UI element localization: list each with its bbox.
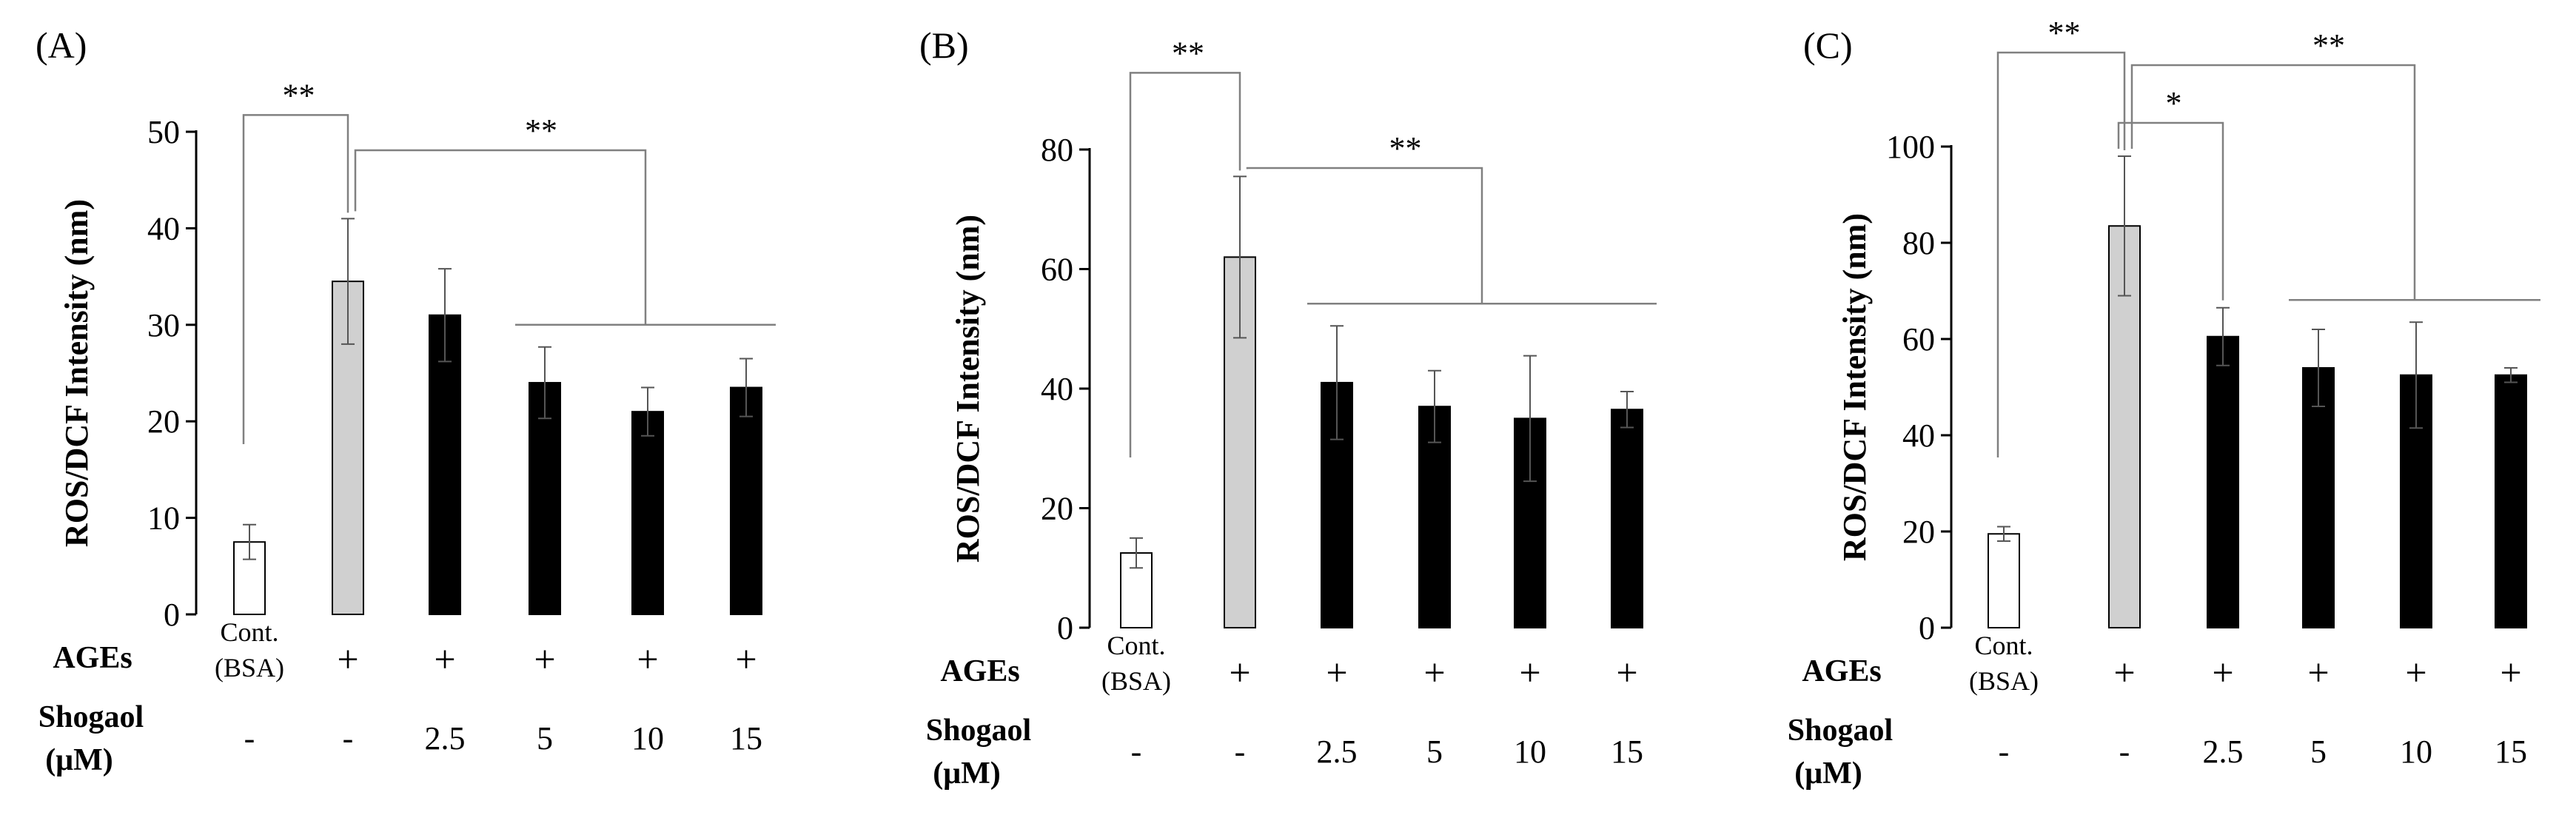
significance-bracket (1246, 167, 1483, 304)
bar-shogaol (2302, 367, 2335, 628)
y-tick-label: 20 (147, 403, 180, 440)
y-tick-label: 30 (147, 307, 180, 343)
significance-label: ** (1172, 35, 1204, 71)
y-tick-label: 20 (1041, 491, 1073, 527)
ages-plus-mark: + (2212, 652, 2233, 694)
ages-plus-mark: + (1519, 652, 1540, 694)
ages-row-label: AGEs (940, 654, 1019, 688)
y-tick-label: 0 (1057, 610, 1073, 646)
y-tick-label: 50 (147, 114, 180, 150)
ages-row-label: AGEs (53, 641, 132, 675)
significance-label: * (2166, 85, 2182, 121)
shogaol-row-label: Shogaol (1788, 714, 1893, 748)
panel-label: (B) (919, 24, 969, 66)
shogaol-concentration: - (1131, 734, 1142, 770)
y-tick-label: 0 (1919, 610, 1935, 646)
shogaol-concentration: 10 (1514, 734, 1546, 770)
shogaol-concentration: 5 (2310, 734, 2327, 770)
ages-row-label: AGEs (1802, 654, 1881, 688)
shogaol-concentration: - (2119, 734, 2130, 770)
significance-bracket (1129, 72, 1241, 457)
shogaol-concentration: 10 (631, 720, 664, 756)
y-tick-label: 0 (164, 597, 180, 633)
ages-plus-mark: + (434, 639, 455, 681)
ages-plus-mark: + (2500, 652, 2521, 694)
ages-plus-mark: + (1423, 652, 1445, 694)
bar-shogaol (429, 314, 461, 615)
y-axis-title: ROS/DCF Intensity (nm) (1837, 213, 1873, 561)
shogaol-concentration: 5 (1426, 734, 1443, 770)
shogaol-concentration: 2.5 (1317, 734, 1358, 770)
bar-shogaol (1611, 409, 1643, 628)
y-tick-label: 40 (1902, 417, 1935, 454)
significance-label: ** (2048, 15, 2081, 51)
bar-shogaol (1418, 406, 1451, 628)
significance-label: ** (283, 77, 315, 113)
shogaol-concentration: - (343, 720, 354, 756)
ages-plus-mark: + (1229, 652, 1250, 694)
significance-bracket (1996, 51, 2126, 457)
panel-a: (A) ROS/DCF Intensity (nm) 0 10 20 30 40 50 ** **… (36, 24, 776, 777)
significance-bracket (2117, 121, 2224, 301)
y-tick-label: 60 (1902, 321, 1935, 358)
bar-shogaol (631, 411, 664, 615)
shogaol-concentration: 5 (537, 720, 553, 756)
shogaol-concentration: 15 (730, 720, 762, 756)
significance-label: ** (2312, 27, 2345, 64)
cont-label-sub: (BSA) (215, 653, 284, 682)
shogaol-concentration: 10 (2400, 734, 2432, 770)
shogaol-concentration: - (1235, 734, 1246, 770)
y-tick-label: 10 (147, 500, 180, 537)
y-tick-label: 40 (1041, 371, 1073, 407)
shogaol-unit-label: (μM) (1794, 756, 1862, 791)
cont-label: Cont. (1107, 631, 1165, 660)
panel-b: (B) ROS/DCF Intensity (nm) 0 20 40 60 80 ** ** Co… (919, 24, 1657, 791)
significance-bracket (2130, 64, 2416, 301)
ages-plus-mark: + (1326, 652, 1347, 694)
significance-label: ** (1389, 130, 1422, 167)
ages-plus-mark: + (637, 639, 658, 681)
significance-bracket (354, 149, 647, 325)
bar-shogaol (2495, 374, 2527, 628)
shogaol-concentration: 15 (2495, 734, 2527, 770)
ages-plus-mark: + (2405, 652, 2426, 694)
ages-plus-mark: + (534, 639, 555, 681)
ages-plus-mark: + (337, 639, 358, 681)
bar-shogaol (2207, 335, 2239, 628)
panel-label: (C) (1803, 24, 1853, 66)
cont-label: Cont. (1974, 631, 2033, 660)
ages-plus-mark: + (1616, 652, 1637, 694)
shogaol-concentration: 15 (1611, 734, 1643, 770)
y-tick-label: 40 (147, 210, 180, 246)
cont-label-sub: (BSA) (1101, 666, 1171, 696)
panel-label: (A) (36, 24, 87, 66)
shogaol-concentration: - (244, 720, 255, 756)
y-axis-title: ROS/DCF Intensity (nm) (58, 199, 95, 547)
panel-c: (C)ROS/DCF Intensity (nm)020406080100***… (1788, 15, 2540, 791)
ages-plus-mark: + (2307, 652, 2329, 694)
bar-shogaol (529, 382, 561, 615)
shogaol-concentration: 2.5 (2203, 734, 2244, 770)
significance-label: ** (525, 113, 557, 149)
y-tick-label: 100 (1886, 129, 1935, 165)
y-tick-label: 60 (1041, 252, 1073, 288)
cont-label: Cont. (220, 617, 278, 647)
shogaol-unit-label: (μM) (933, 756, 1000, 791)
shogaol-concentration: 2.5 (425, 720, 466, 756)
shogaol-row-label: Shogaol (926, 714, 1031, 748)
ages-plus-mark: + (735, 639, 757, 681)
cont-label-sub: (BSA) (1969, 666, 2039, 696)
y-tick-label: 80 (1902, 225, 1935, 261)
bar-control (1988, 533, 2020, 628)
y-axis-title: ROS/DCF Intensity (nm) (950, 215, 986, 563)
shogaol-concentration: - (1999, 734, 2010, 770)
significance-bracket (242, 114, 349, 444)
shogaol-unit-label: (μM) (45, 743, 113, 777)
bar-shogaol (730, 386, 762, 615)
y-tick-label: 80 (1041, 132, 1073, 168)
y-tick-label: 20 (1902, 514, 1935, 550)
ages-plus-mark: + (2113, 652, 2135, 694)
shogaol-row-label: Shogaol (38, 700, 144, 734)
